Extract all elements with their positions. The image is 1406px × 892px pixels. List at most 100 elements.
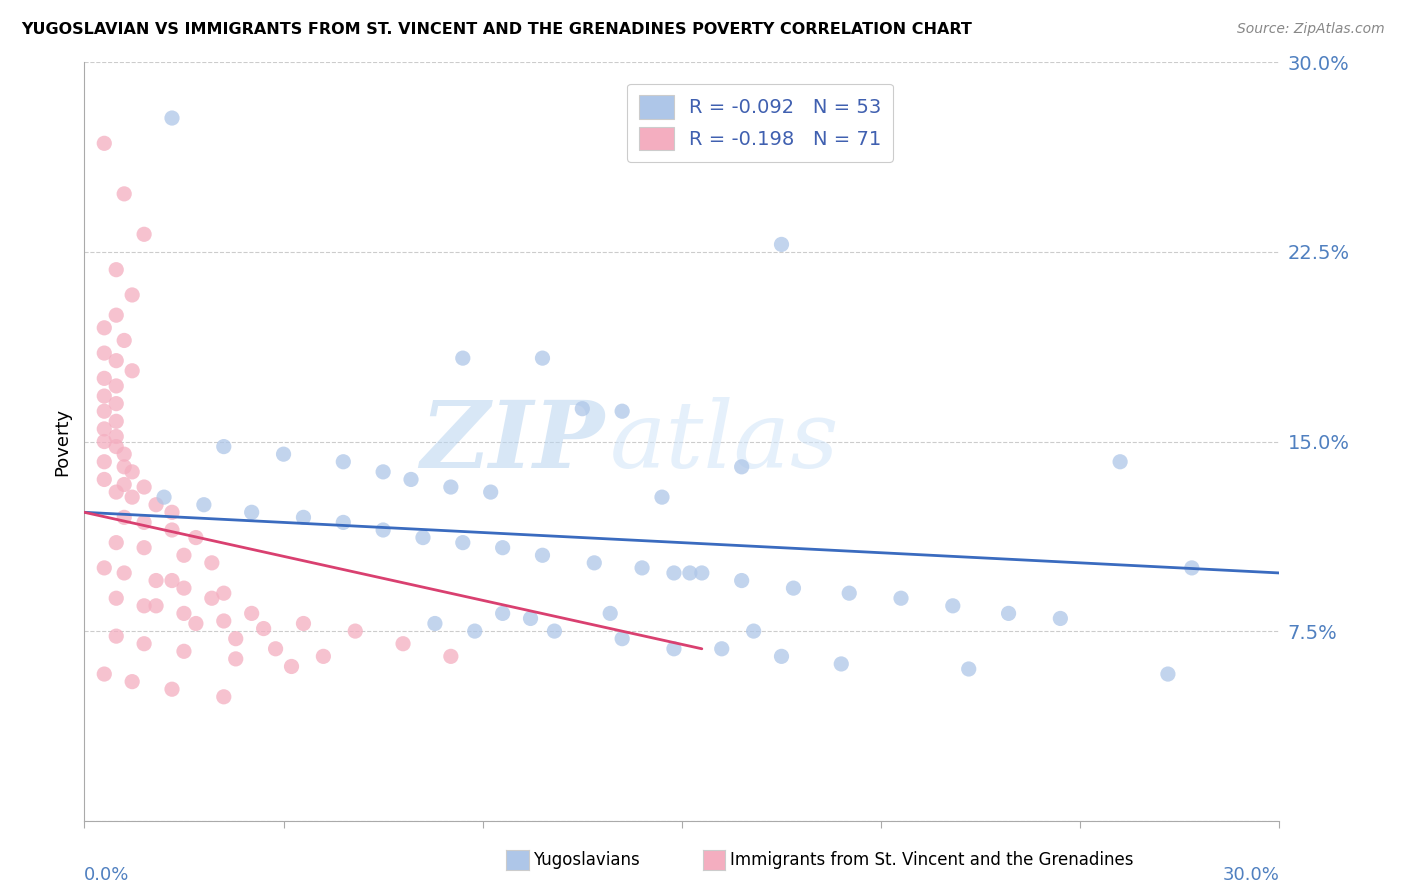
Point <box>942 599 965 613</box>
Point <box>451 351 474 366</box>
Point <box>631 561 654 575</box>
Text: 30.0%: 30.0% <box>1223 866 1279 884</box>
Point <box>890 591 912 606</box>
Point <box>112 510 135 524</box>
Point <box>173 607 195 621</box>
Point <box>830 657 852 671</box>
Point <box>105 396 128 410</box>
Point <box>253 622 276 636</box>
Point <box>531 351 554 366</box>
Point <box>121 465 143 479</box>
Point <box>145 498 167 512</box>
Point <box>464 624 486 639</box>
Point <box>93 667 115 681</box>
Point <box>838 586 860 600</box>
Text: ZIP: ZIP <box>420 397 605 486</box>
Point <box>451 535 474 549</box>
Point <box>731 459 754 474</box>
Point <box>332 455 354 469</box>
Point <box>212 614 235 628</box>
Point <box>93 561 115 575</box>
Point <box>997 607 1019 621</box>
Text: YUGOSLAVIAN VS IMMIGRANTS FROM ST. VINCENT AND THE GRENADINES POVERTY CORRELATIO: YUGOSLAVIAN VS IMMIGRANTS FROM ST. VINCE… <box>21 22 972 37</box>
Point <box>531 548 554 563</box>
Point <box>225 652 247 666</box>
Point <box>93 136 115 151</box>
Point <box>132 516 156 530</box>
Text: atlas: atlas <box>610 397 839 486</box>
Point <box>651 490 673 504</box>
Point <box>93 473 115 487</box>
Point <box>132 480 156 494</box>
Point <box>731 574 754 588</box>
Point <box>105 429 128 443</box>
Point <box>105 414 128 428</box>
Point <box>173 581 195 595</box>
Point <box>543 624 565 639</box>
Point <box>105 591 128 606</box>
Point <box>332 516 354 530</box>
Point <box>112 186 135 201</box>
Point <box>770 237 793 252</box>
Point <box>392 637 415 651</box>
Point <box>153 490 176 504</box>
Point <box>121 674 143 689</box>
Point <box>440 480 463 494</box>
Point <box>93 455 115 469</box>
Point <box>105 379 128 393</box>
Point <box>201 591 224 606</box>
Point <box>121 288 143 302</box>
Point <box>264 641 287 656</box>
Point <box>93 371 115 385</box>
Point <box>571 401 593 416</box>
Point <box>105 629 128 643</box>
Point <box>112 477 135 491</box>
Point <box>1049 611 1071 625</box>
Point <box>399 473 422 487</box>
Point <box>93 404 115 418</box>
Point <box>105 485 128 500</box>
Point <box>742 624 765 639</box>
Legend: R = -0.092   N = 53, R = -0.198   N = 71: R = -0.092 N = 53, R = -0.198 N = 71 <box>627 84 893 162</box>
Text: 0.0%: 0.0% <box>84 866 129 884</box>
Point <box>160 682 183 697</box>
Point <box>105 308 128 322</box>
Point <box>145 574 167 588</box>
Point <box>612 632 634 646</box>
Point <box>145 599 167 613</box>
Point <box>160 111 183 125</box>
Point <box>1109 455 1132 469</box>
Point <box>184 616 207 631</box>
Point <box>344 624 367 639</box>
Point <box>1157 667 1180 681</box>
Point <box>690 566 713 580</box>
Point <box>105 535 128 549</box>
Point <box>492 541 515 555</box>
Point <box>212 440 235 454</box>
Point <box>492 607 515 621</box>
Point <box>93 320 115 334</box>
Point <box>193 498 215 512</box>
Point <box>121 364 143 378</box>
Point <box>212 690 235 704</box>
Point <box>184 531 207 545</box>
Point <box>132 227 156 242</box>
Point <box>240 607 263 621</box>
Point <box>93 434 115 449</box>
Point <box>132 637 156 651</box>
Point <box>121 490 143 504</box>
Point <box>105 262 128 277</box>
Point <box>132 599 156 613</box>
Point <box>292 616 315 631</box>
Point <box>1181 561 1204 575</box>
Point <box>160 523 183 537</box>
Point <box>440 649 463 664</box>
Point <box>240 505 263 519</box>
Point <box>599 607 621 621</box>
Point <box>112 459 135 474</box>
Point <box>273 447 295 461</box>
Point <box>173 644 195 658</box>
Point <box>160 505 183 519</box>
Point <box>770 649 793 664</box>
Point <box>662 641 685 656</box>
